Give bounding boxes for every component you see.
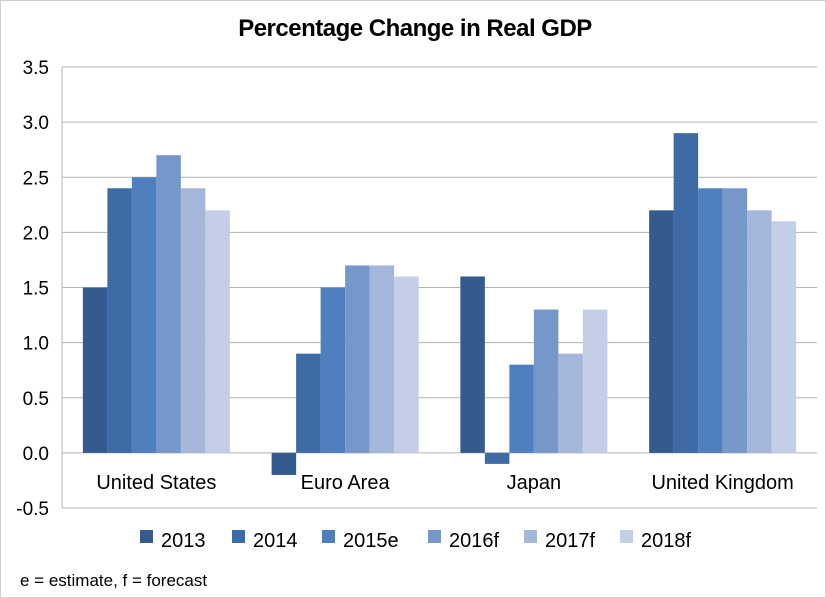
bar-2016f-1	[345, 265, 370, 453]
y-tick-label: 3.5	[23, 58, 49, 79]
legend-swatch	[232, 530, 245, 543]
bar-2015e-1	[320, 287, 346, 453]
legend-label: 2016f	[449, 530, 499, 552]
y-axis-ticks: 3.5 3.0 2.5 2.0 1.5 1.0 0.5 0.0 -0.5	[16, 58, 49, 520]
bar-2013-0	[82, 287, 108, 453]
category-label: United States	[96, 472, 216, 494]
bar-2015e-0	[131, 177, 157, 453]
bar-2016f-3	[722, 188, 748, 453]
chart-title: Percentage Change in Real GDP	[238, 15, 592, 42]
bar-2017f-0	[180, 188, 206, 453]
bar-2017f-3	[747, 210, 772, 453]
y-tick-label: 2.0	[23, 223, 49, 244]
category-label: Euro Area	[301, 472, 391, 494]
legend-swatch	[620, 530, 633, 543]
category-label: Japan	[507, 472, 562, 494]
legend-label: 2015e	[343, 530, 399, 552]
bar-2018f-3	[771, 221, 797, 453]
bar-2013-1	[271, 452, 297, 475]
y-tick-label: 0.5	[23, 389, 49, 410]
bar-2017f-1	[369, 265, 395, 453]
bar-2017f-2	[558, 353, 583, 453]
footnote: e = estimate, f = forecast	[20, 571, 207, 590]
y-tick-label: 0.0	[23, 444, 49, 465]
bar-2018f-2	[582, 309, 608, 453]
y-tick-label: -0.5	[16, 499, 49, 520]
category-label: United Kingdom	[651, 472, 793, 494]
legend-swatch	[322, 530, 335, 543]
y-tick-label: 1.0	[23, 334, 49, 355]
bar-2018f-1	[394, 276, 419, 453]
bar-2014-1	[296, 353, 321, 453]
y-tick-label: 2.5	[23, 168, 49, 189]
bar-2013-3	[649, 210, 674, 453]
legend-label: 2014	[253, 530, 298, 552]
legend-swatch	[428, 530, 441, 543]
x-axis-categories: United States Euro Area Japan United Kingdo…	[96, 472, 793, 494]
legend-swatch	[524, 530, 537, 543]
bar-2014-0	[107, 188, 132, 453]
legend: 2013 2014 2015e 2016f 2017f 2018f	[140, 530, 691, 552]
bar-2015e-2	[509, 364, 534, 453]
legend-label: 2018f	[641, 530, 691, 552]
bar-2018f-0	[205, 210, 230, 453]
bars	[82, 133, 797, 475]
bar-2016f-0	[156, 155, 181, 453]
bar-2014-2	[484, 452, 510, 464]
y-tick-label: 3.0	[23, 113, 49, 134]
bar-2016f-2	[533, 309, 559, 453]
y-tick-label: 1.5	[23, 279, 49, 300]
legend-swatch	[140, 530, 153, 543]
legend-label: 2017f	[545, 530, 595, 552]
bar-2015e-3	[698, 188, 723, 453]
bar-2013-2	[460, 276, 485, 453]
bar-2014-3	[673, 133, 699, 453]
legend-label: 2013	[161, 530, 206, 552]
